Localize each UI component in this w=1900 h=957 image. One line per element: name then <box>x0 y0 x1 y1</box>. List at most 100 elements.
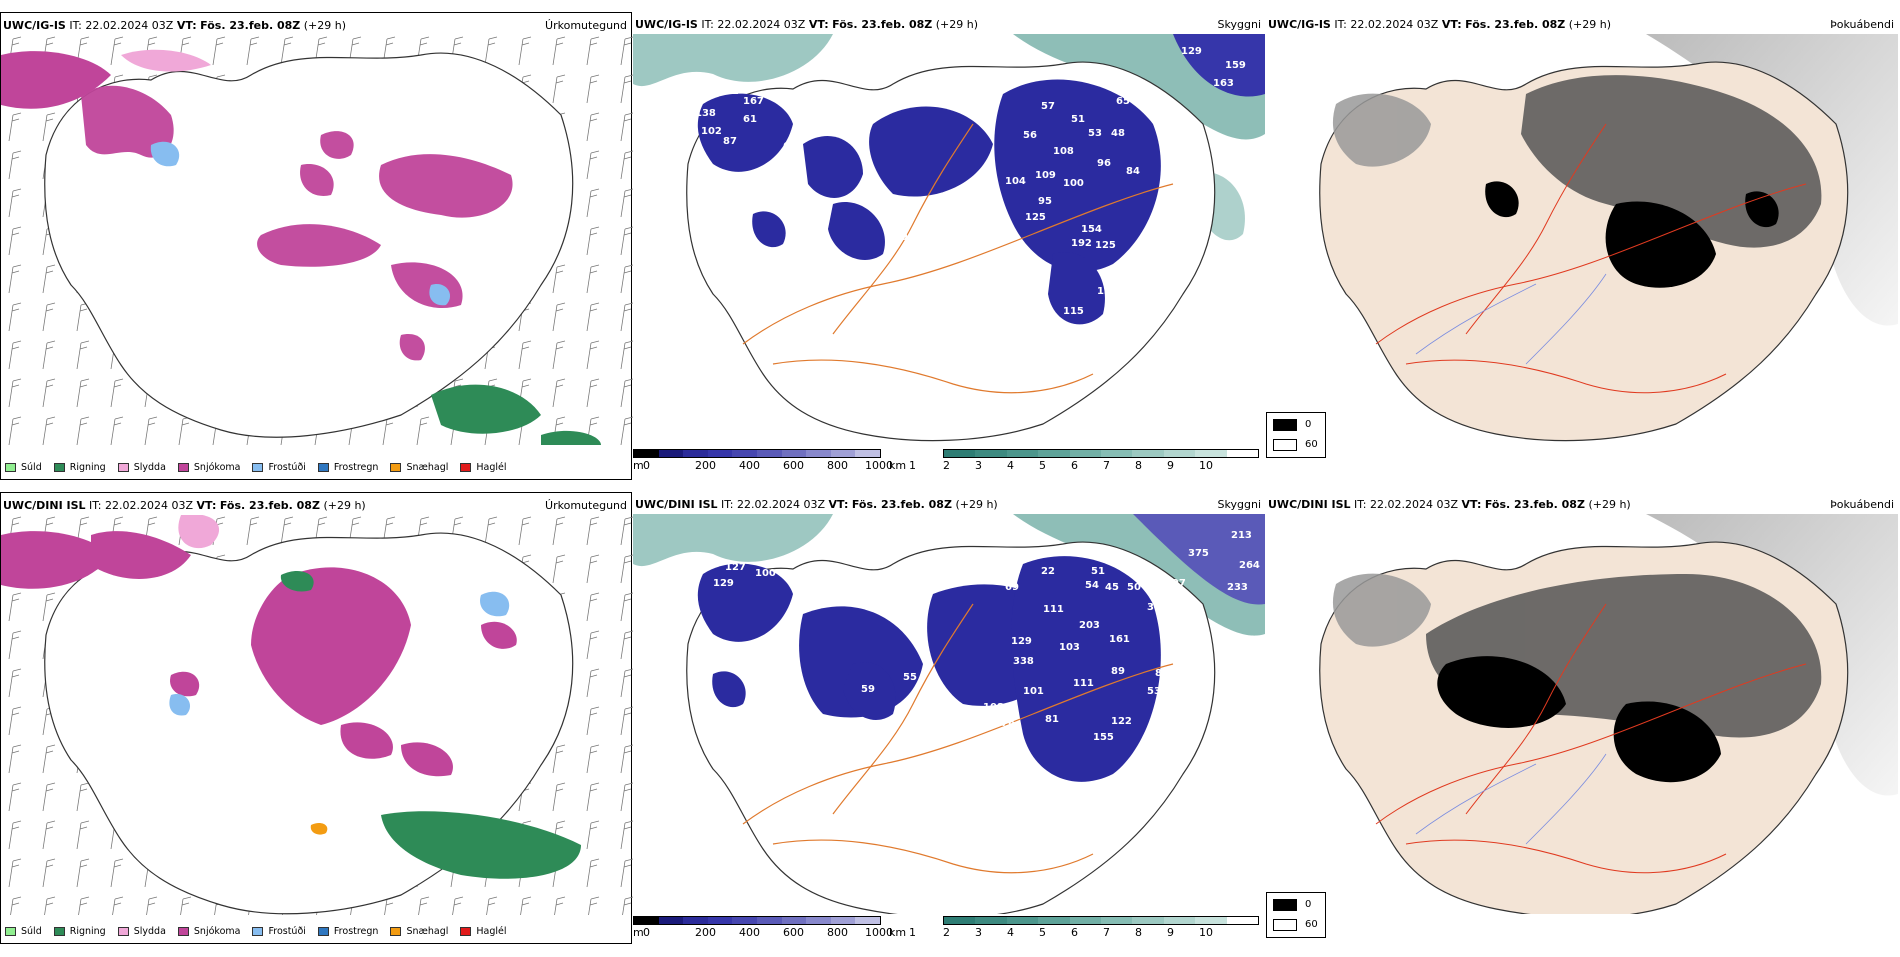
panel-header: UWC/DINI ISL IT: 22.02.2024 03Z VT: Fös.… <box>635 498 998 511</box>
legend-item-rain: Rigning <box>53 926 106 937</box>
svg-text:197: 197 <box>1165 578 1186 589</box>
fog-map <box>1266 514 1898 914</box>
legend-item-hail: Haglél <box>460 926 507 937</box>
svg-text:129: 129 <box>1181 46 1202 57</box>
svg-text:138: 138 <box>695 108 716 119</box>
svg-text:95: 95 <box>1038 196 1052 207</box>
svg-text:53: 53 <box>1147 686 1161 697</box>
svg-text:64: 64 <box>1193 168 1207 179</box>
svg-text:94: 94 <box>1033 278 1047 289</box>
panel-header: UWC/IG-IS IT: 22.02.2024 03Z VT: Fös. 23… <box>635 18 979 31</box>
precip-map-svg <box>1 35 633 445</box>
svg-text:142: 142 <box>923 252 944 263</box>
cloud-base-colorbar <box>633 449 881 458</box>
svg-text:38: 38 <box>1147 602 1161 613</box>
svg-text:122: 122 <box>1111 716 1132 727</box>
svg-text:154: 154 <box>1081 224 1102 235</box>
svg-text:192: 192 <box>1071 238 1092 249</box>
svg-text:65: 65 <box>1160 258 1174 269</box>
svg-text:203: 203 <box>1079 620 1100 631</box>
svg-text:102: 102 <box>701 126 722 137</box>
panel-header: UWC/DINI ISL IT: 22.02.2024 03Z VT: Fös.… <box>1268 498 1631 511</box>
svg-text:111: 111 <box>1073 678 1094 689</box>
precip-type-panel-1: UWC/IG-IS IT: 22.02.2024 03Z VT: Fös. 23… <box>0 12 633 480</box>
svg-text:57: 57 <box>1041 101 1055 112</box>
svg-text:82: 82 <box>1155 668 1169 679</box>
svg-text:167: 167 <box>743 96 764 107</box>
fog-map-svg <box>1319 34 1898 442</box>
precip-type-panel-2: UWC/DINI ISL IT: 22.02.2024 03Z VT: Fös.… <box>0 492 633 944</box>
visibility-colorbar <box>943 916 1259 925</box>
cloud-map: 129 159 163 167 132 61 138 102 87 65 57 51 65 53 4… <box>633 34 1265 444</box>
fog-map <box>1266 34 1898 444</box>
legend-item-snow: Snjókoma <box>177 462 240 473</box>
legend-item-sleet: Slydda <box>117 926 166 937</box>
svg-text:108: 108 <box>1053 146 1074 157</box>
svg-text:76: 76 <box>1001 718 1015 729</box>
svg-text:375: 375 <box>1188 548 1209 559</box>
svg-text:111: 111 <box>1043 604 1064 615</box>
svg-text:129: 129 <box>713 578 734 589</box>
svg-text:108: 108 <box>983 702 1004 713</box>
panel-header: UWC/IG-IS IT: 22.02.2024 03Z VT: Fös. 23… <box>3 19 347 32</box>
svg-text:56: 56 <box>1023 130 1037 141</box>
svg-text:213: 213 <box>1231 530 1252 541</box>
legend-item-drizzle: Súld <box>5 926 42 937</box>
svg-text:81: 81 <box>1045 714 1059 725</box>
cloud-visibility-panel-2: UWC/DINI ISL IT: 22.02.2024 03Z VT: Fös.… <box>633 492 1265 957</box>
svg-text:132: 132 <box>718 86 739 97</box>
precip-legend: Súld Rigning Slydda Snjókoma Frostúði Fr… <box>5 926 507 937</box>
precip-legend: Súld Rigning Slydda Snjókoma Frostúði Fr… <box>5 462 507 473</box>
svg-text:129: 129 <box>1011 636 1032 647</box>
svg-text:69: 69 <box>1005 582 1019 593</box>
panel-header: UWC/IG-IS IT: 22.02.2024 03Z VT: Fös. 23… <box>1268 18 1612 31</box>
svg-text:53: 53 <box>1088 128 1102 139</box>
svg-text:163: 163 <box>1213 78 1234 89</box>
svg-text:326: 326 <box>1167 836 1188 847</box>
legend-item-freezing-drizzle: Frostúði <box>252 926 306 937</box>
cloud-map: 213 375 264 233 197 57 51 54 45 50 127 100 129 68… <box>633 514 1265 914</box>
svg-text:127: 127 <box>725 562 746 573</box>
cloud-visibility-panel-1: UWC/IG-IS IT: 22.02.2024 03Z VT: Fös. 23… <box>633 12 1265 477</box>
svg-text:61: 61 <box>743 114 757 125</box>
fog-legend: 0 60 <box>1266 892 1326 938</box>
panel-product-title: Skyggni <box>1217 18 1261 31</box>
panel-product-title: Skyggni <box>1217 498 1261 511</box>
svg-text:338: 338 <box>1013 656 1034 667</box>
svg-text:115: 115 <box>1063 306 1084 317</box>
svg-text:161: 161 <box>1109 634 1130 645</box>
legend-item-freezing-rain: Frostregn <box>317 926 378 937</box>
svg-text:57: 57 <box>1116 552 1130 563</box>
svg-text:159: 159 <box>1225 60 1246 71</box>
svg-text:103: 103 <box>1059 642 1080 653</box>
panel-header: UWC/DINI ISL IT: 22.02.2024 03Z VT: Fös.… <box>3 499 366 512</box>
svg-text:51: 51 <box>1071 114 1085 125</box>
cloud-base-labels: 213 375 264 233 197 57 51 54 45 50 127 100 129 68… <box>713 530 1260 847</box>
legend-item-snow-pellets: Snæhagl <box>390 462 448 473</box>
panel-product-title: Þokuábendi <box>1830 18 1894 31</box>
svg-text:101: 101 <box>1023 686 1044 697</box>
svg-text:100: 100 <box>1063 178 1084 189</box>
svg-text:55: 55 <box>903 672 917 683</box>
fog-map-svg <box>1319 514 1898 914</box>
legend-item-freezing-rain: Frostregn <box>317 462 378 473</box>
precip-map <box>1 35 633 445</box>
legend-item-drizzle: Súld <box>5 462 42 473</box>
legend-item-sleet: Slydda <box>117 462 166 473</box>
panel-product-title: Þokuábendi <box>1830 498 1894 511</box>
svg-text:247: 247 <box>1051 338 1072 349</box>
svg-text:45: 45 <box>1105 582 1119 593</box>
svg-text:51: 51 <box>1091 566 1105 577</box>
precip-map <box>1 515 633 915</box>
fog-indicator-panel-2: UWC/DINI ISL IT: 22.02.2024 03Z VT: Fös.… <box>1266 492 1898 957</box>
svg-text:233: 233 <box>1227 582 1248 593</box>
svg-text:157: 157 <box>887 576 908 587</box>
svg-text:89: 89 <box>1111 666 1125 677</box>
svg-text:104: 104 <box>1005 176 1026 187</box>
panel-product-title: Úrkomutegund <box>545 499 627 512</box>
precip-map-svg <box>1 515 633 915</box>
svg-text:199: 199 <box>887 232 908 243</box>
svg-text:54: 54 <box>1085 580 1099 591</box>
